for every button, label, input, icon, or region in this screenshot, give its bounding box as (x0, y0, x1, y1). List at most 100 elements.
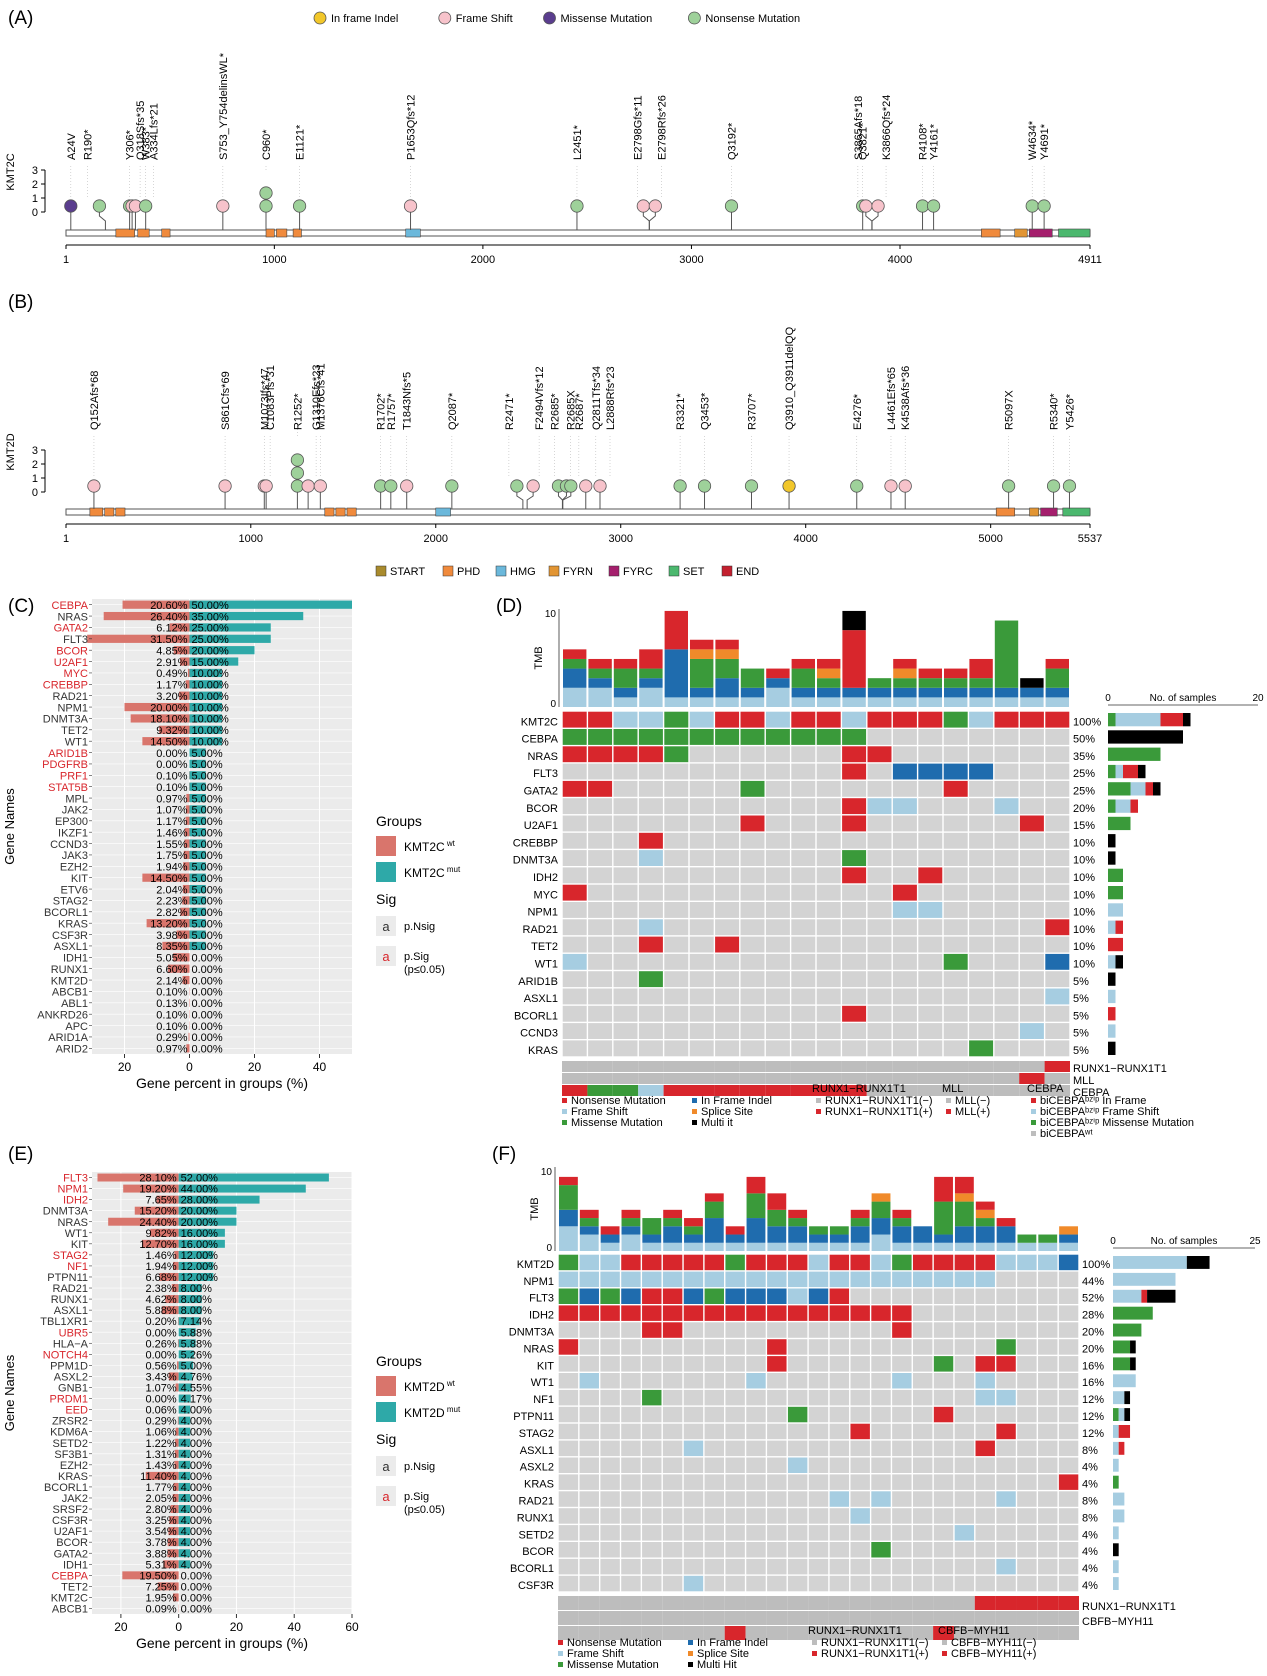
mutation-label: R1252* (292, 393, 304, 430)
gene-name: KIT (71, 873, 88, 885)
oncoprint-cell (969, 1040, 994, 1057)
oncoprint-cell (715, 953, 740, 970)
oncoprint-cell (871, 1271, 891, 1288)
annotation-cell (558, 1626, 579, 1640)
oncoprint-cell (683, 1575, 704, 1592)
oncoprint-cell (850, 1254, 870, 1271)
oncoprint-cell (850, 1322, 870, 1338)
gene-row-label: ARID1B (518, 976, 558, 988)
oncoprint-cell (933, 1542, 954, 1558)
wt-value-label: 2.80% (145, 1504, 176, 1516)
oncoprint-cell (816, 1023, 841, 1039)
x-tick-label: 4911 (1078, 254, 1102, 266)
wt-bar (141, 1239, 179, 1248)
wt-value-label: 1.07% (145, 1383, 176, 1395)
sample-count-bar (1108, 782, 1131, 796)
oncoprint-cell (746, 1373, 766, 1389)
gene-name: ARID1A (48, 1032, 88, 1044)
oncoprint-cell (638, 884, 663, 901)
oncoprint-cell (662, 1508, 683, 1524)
annotation-cell (1058, 1596, 1079, 1610)
oncoprint-cell (842, 1005, 867, 1022)
oncoprint-cell (791, 815, 816, 832)
mut-bar (178, 1394, 191, 1403)
annotation-cell (724, 1596, 746, 1610)
oncoprint-cell (689, 780, 714, 797)
wt-value-label: 2.05% (145, 1493, 176, 1505)
oncoprint-cell (842, 850, 867, 866)
oncoprint-cell (683, 1356, 704, 1372)
oncoprint-cell (715, 902, 740, 918)
oncoprint-cell (1058, 1558, 1079, 1575)
oncoprint-cell (1038, 1457, 1058, 1473)
gene-name: JAK2 (62, 805, 88, 817)
oncoprint-cell (621, 1440, 641, 1457)
sample-count-bar (1108, 972, 1116, 986)
sample-count-bar (1113, 1526, 1119, 1540)
oncoprint-cell (613, 884, 638, 901)
oncoprint-cell (765, 971, 790, 988)
gene-name: PDGFRB (42, 759, 88, 771)
oncoprint-cell (664, 763, 689, 780)
oncoprint-cell (746, 1474, 766, 1490)
oncoprint-cell (871, 1373, 891, 1389)
annotation-cell (968, 1085, 994, 1096)
oncoprint-cell (892, 867, 917, 884)
oncoprint-cell (892, 832, 917, 849)
oncoprint-cell (662, 1542, 683, 1558)
oncoprint-cell (600, 1423, 620, 1440)
annotation-cell (1019, 1085, 1045, 1096)
gene-name: CREBBP (43, 680, 88, 692)
oncoprint-cell (918, 1023, 943, 1039)
tmb-bar-segment (690, 697, 714, 707)
annotation-cell (638, 1085, 664, 1096)
oncoprint-cell (850, 1575, 870, 1592)
legend-group-label: KMT2C mut (404, 865, 461, 880)
mut-value-label: 35.00% (192, 611, 230, 623)
wt-bar (122, 1571, 179, 1580)
domain-hmg (405, 228, 421, 238)
oncoprint-cell (1019, 971, 1044, 988)
oncoprint-cell (954, 1339, 975, 1355)
wt-value-label: 0.97% (156, 793, 187, 805)
mut-value-label: 5.00% (192, 771, 223, 783)
mutation-label: Q2087* (447, 392, 459, 430)
annotation-cell (870, 1596, 892, 1610)
oncoprint-cell (1045, 902, 1070, 918)
mut-bar (178, 1372, 193, 1381)
mut-bar (189, 702, 222, 712)
sample-count-bar (1113, 1256, 1187, 1269)
oncoprint-cell (642, 1305, 662, 1321)
oncoprint-cell (664, 729, 689, 745)
mut-bar (189, 793, 206, 803)
legend-swatch (562, 1109, 567, 1114)
tmb-bar-segment (918, 697, 942, 707)
oncoprint-cell (579, 1440, 599, 1457)
oncoprint-cell (871, 1356, 891, 1372)
oncoprint-cell (871, 1254, 891, 1271)
tmb-bar-segment (892, 1242, 912, 1251)
oncoprint-cell (1019, 1005, 1044, 1022)
gene-row-label: U2AF1 (524, 820, 558, 832)
oncoprint-cell (613, 902, 638, 918)
mutation-dot (1062, 479, 1077, 493)
tmb-bar-segment (954, 1201, 974, 1227)
wt-bar (169, 1516, 179, 1525)
oncoprint-cell (816, 971, 841, 988)
wt-value-label: 0.20% (145, 1316, 176, 1328)
legend-swatch (816, 1109, 821, 1114)
legend-dot (543, 11, 556, 25)
annotation-cell (816, 1073, 842, 1084)
mut-bar (189, 782, 206, 791)
tmb-tick-label: 10 (541, 1167, 553, 1178)
oncoprint-cell (1038, 1373, 1058, 1389)
oncoprint-cell (791, 953, 816, 970)
oncoprint-cell (638, 988, 663, 1005)
protein-backbone (65, 229, 1091, 237)
gene-percent-label: 16% (1082, 1360, 1104, 1372)
legend-label: In Frame Indel (697, 1637, 768, 1649)
oncoprint-cell (683, 1508, 704, 1524)
wt-value-label: 7.65% (145, 1195, 176, 1207)
oncoprint-cell (850, 1558, 870, 1575)
x-tick-label: 3000 (608, 533, 632, 545)
